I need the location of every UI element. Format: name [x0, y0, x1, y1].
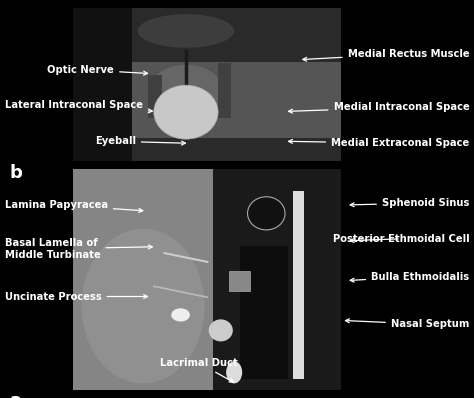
Text: Basal Lamella of
Middle Turbinate: Basal Lamella of Middle Turbinate [5, 238, 152, 259]
Text: Medial Intraconal Space: Medial Intraconal Space [289, 102, 469, 113]
Text: Posterior Ethmoidal Cell: Posterior Ethmoidal Cell [333, 234, 469, 244]
Bar [73, 169, 341, 390]
Text: Sphenoid Sinus: Sphenoid Sinus [350, 198, 469, 208]
Text: Medial Rectus Muscle: Medial Rectus Muscle [303, 49, 469, 61]
Text: a: a [9, 392, 21, 398]
Text: Lateral Intraconal Space: Lateral Intraconal Space [5, 100, 152, 113]
Ellipse shape [82, 229, 205, 383]
Bar [148, 75, 162, 118]
Circle shape [154, 85, 218, 139]
Bar [73, 62, 341, 138]
Text: Medial Extraconal Space: Medial Extraconal Space [289, 138, 469, 148]
Ellipse shape [138, 14, 234, 48]
Bar [239, 246, 288, 379]
Ellipse shape [247, 197, 285, 230]
Text: Nasal Septum: Nasal Septum [346, 319, 469, 330]
Bar [213, 169, 341, 390]
Text: b: b [9, 164, 22, 182]
Text: Lacrimal Duct: Lacrimal Duct [160, 358, 238, 382]
Ellipse shape [171, 308, 190, 322]
Text: Uncinate Process: Uncinate Process [5, 291, 147, 302]
Text: Optic Nerve: Optic Nerve [47, 64, 147, 75]
Text: Lamina Papyracea: Lamina Papyracea [5, 200, 143, 213]
Bar [293, 191, 304, 379]
Text: Bulla Ethmoidalis: Bulla Ethmoidalis [350, 271, 469, 282]
Ellipse shape [226, 361, 242, 383]
Bar [229, 271, 250, 291]
Text: Eyeball: Eyeball [95, 136, 185, 146]
Bar [73, 8, 341, 161]
Bar [73, 8, 132, 161]
Ellipse shape [148, 64, 223, 120]
Ellipse shape [209, 319, 233, 341]
Bar [218, 63, 231, 118]
